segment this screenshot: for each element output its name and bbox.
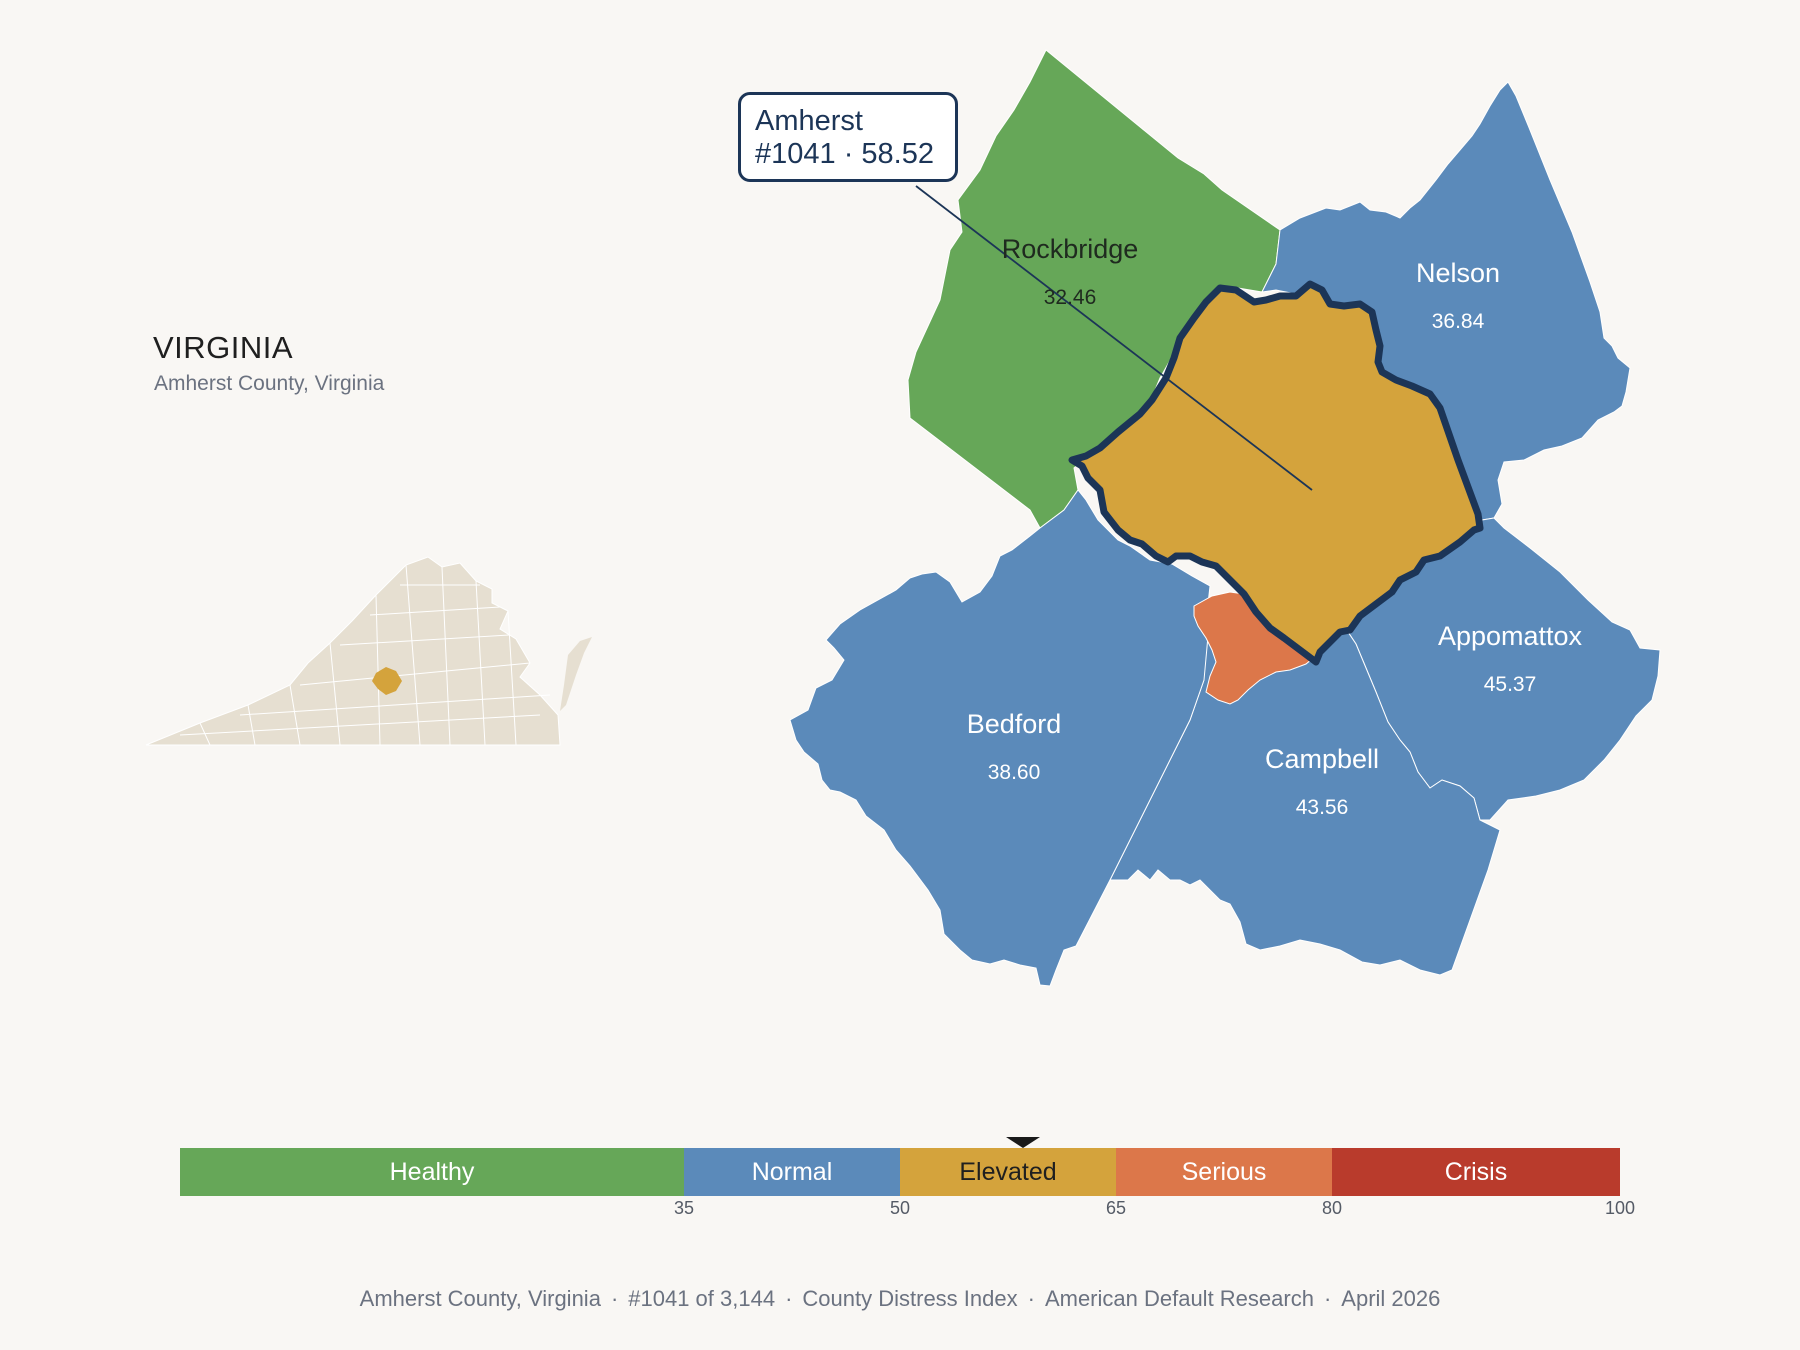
legend-segment-crisis: Crisis [1332,1148,1620,1196]
county-value-appomattox: 45.37 [1484,673,1537,696]
footer-date: April 2026 [1341,1286,1441,1311]
inset-county-lines [179,564,551,746]
footer-index-name: County Distress Index [802,1286,1018,1311]
legend-tick-label: 35 [673,1198,695,1218]
legend-segment-serious: Serious [1116,1148,1332,1196]
legend-segment-healthy: Healthy [180,1148,684,1196]
county-campbell[interactable] [1075,599,1501,976]
virginia-eastern-shore [560,637,592,711]
county-label-bedford: Bedford [967,709,1062,739]
county-value-nelson: 36.84 [1432,310,1485,333]
legend-tick-label: 50 [889,1198,911,1218]
state-subtitle: Amherst County, Virginia [154,372,385,395]
virginia-inset-map [145,556,592,746]
callout-rank-score: #1041 · 58.52 [755,138,934,170]
distress-legend: Healthy Normal Elevated Serious Crisis [180,1148,1620,1196]
virginia-outline [145,556,561,746]
county-label-appomattox: Appomattox [1438,621,1583,651]
county-label-rockbridge: Rockbridge [1002,234,1139,264]
legend-segment-normal: Normal [684,1148,900,1196]
state-title: VIRGINIA [153,330,294,365]
county-value-bedford: 38.60 [988,761,1041,784]
callout-county-name: Amherst [755,105,863,137]
footer-rank: #1041 of 3,144 [628,1286,776,1311]
footer-location: Amherst County, Virginia [359,1286,601,1311]
county-label-nelson: Nelson [1416,258,1500,288]
legend-tick-label: 80 [1321,1198,1343,1218]
legend-tick-label: 65 [1105,1198,1127,1218]
county-label-campbell: Campbell [1265,744,1379,774]
callout-leader-line [915,185,1313,491]
legend-segment-elevated: Elevated [900,1148,1116,1196]
legend-value-marker [1005,1137,1040,1148]
inset-amherst-highlight [372,667,402,695]
county-amherst[interactable] [1068,280,1484,666]
county-value-rockbridge: 32.46 [1044,286,1097,309]
footer-source: American Default Research [1044,1286,1314,1311]
amherst-callout: Amherst #1041 · 58.52 [738,92,958,182]
footer: Amherst County, Virginia · #1041 of 3,144 ·… [359,1286,1441,1311]
county-value-campbell: 43.56 [1296,796,1349,819]
legend-tick-label: 100 [1604,1198,1636,1218]
